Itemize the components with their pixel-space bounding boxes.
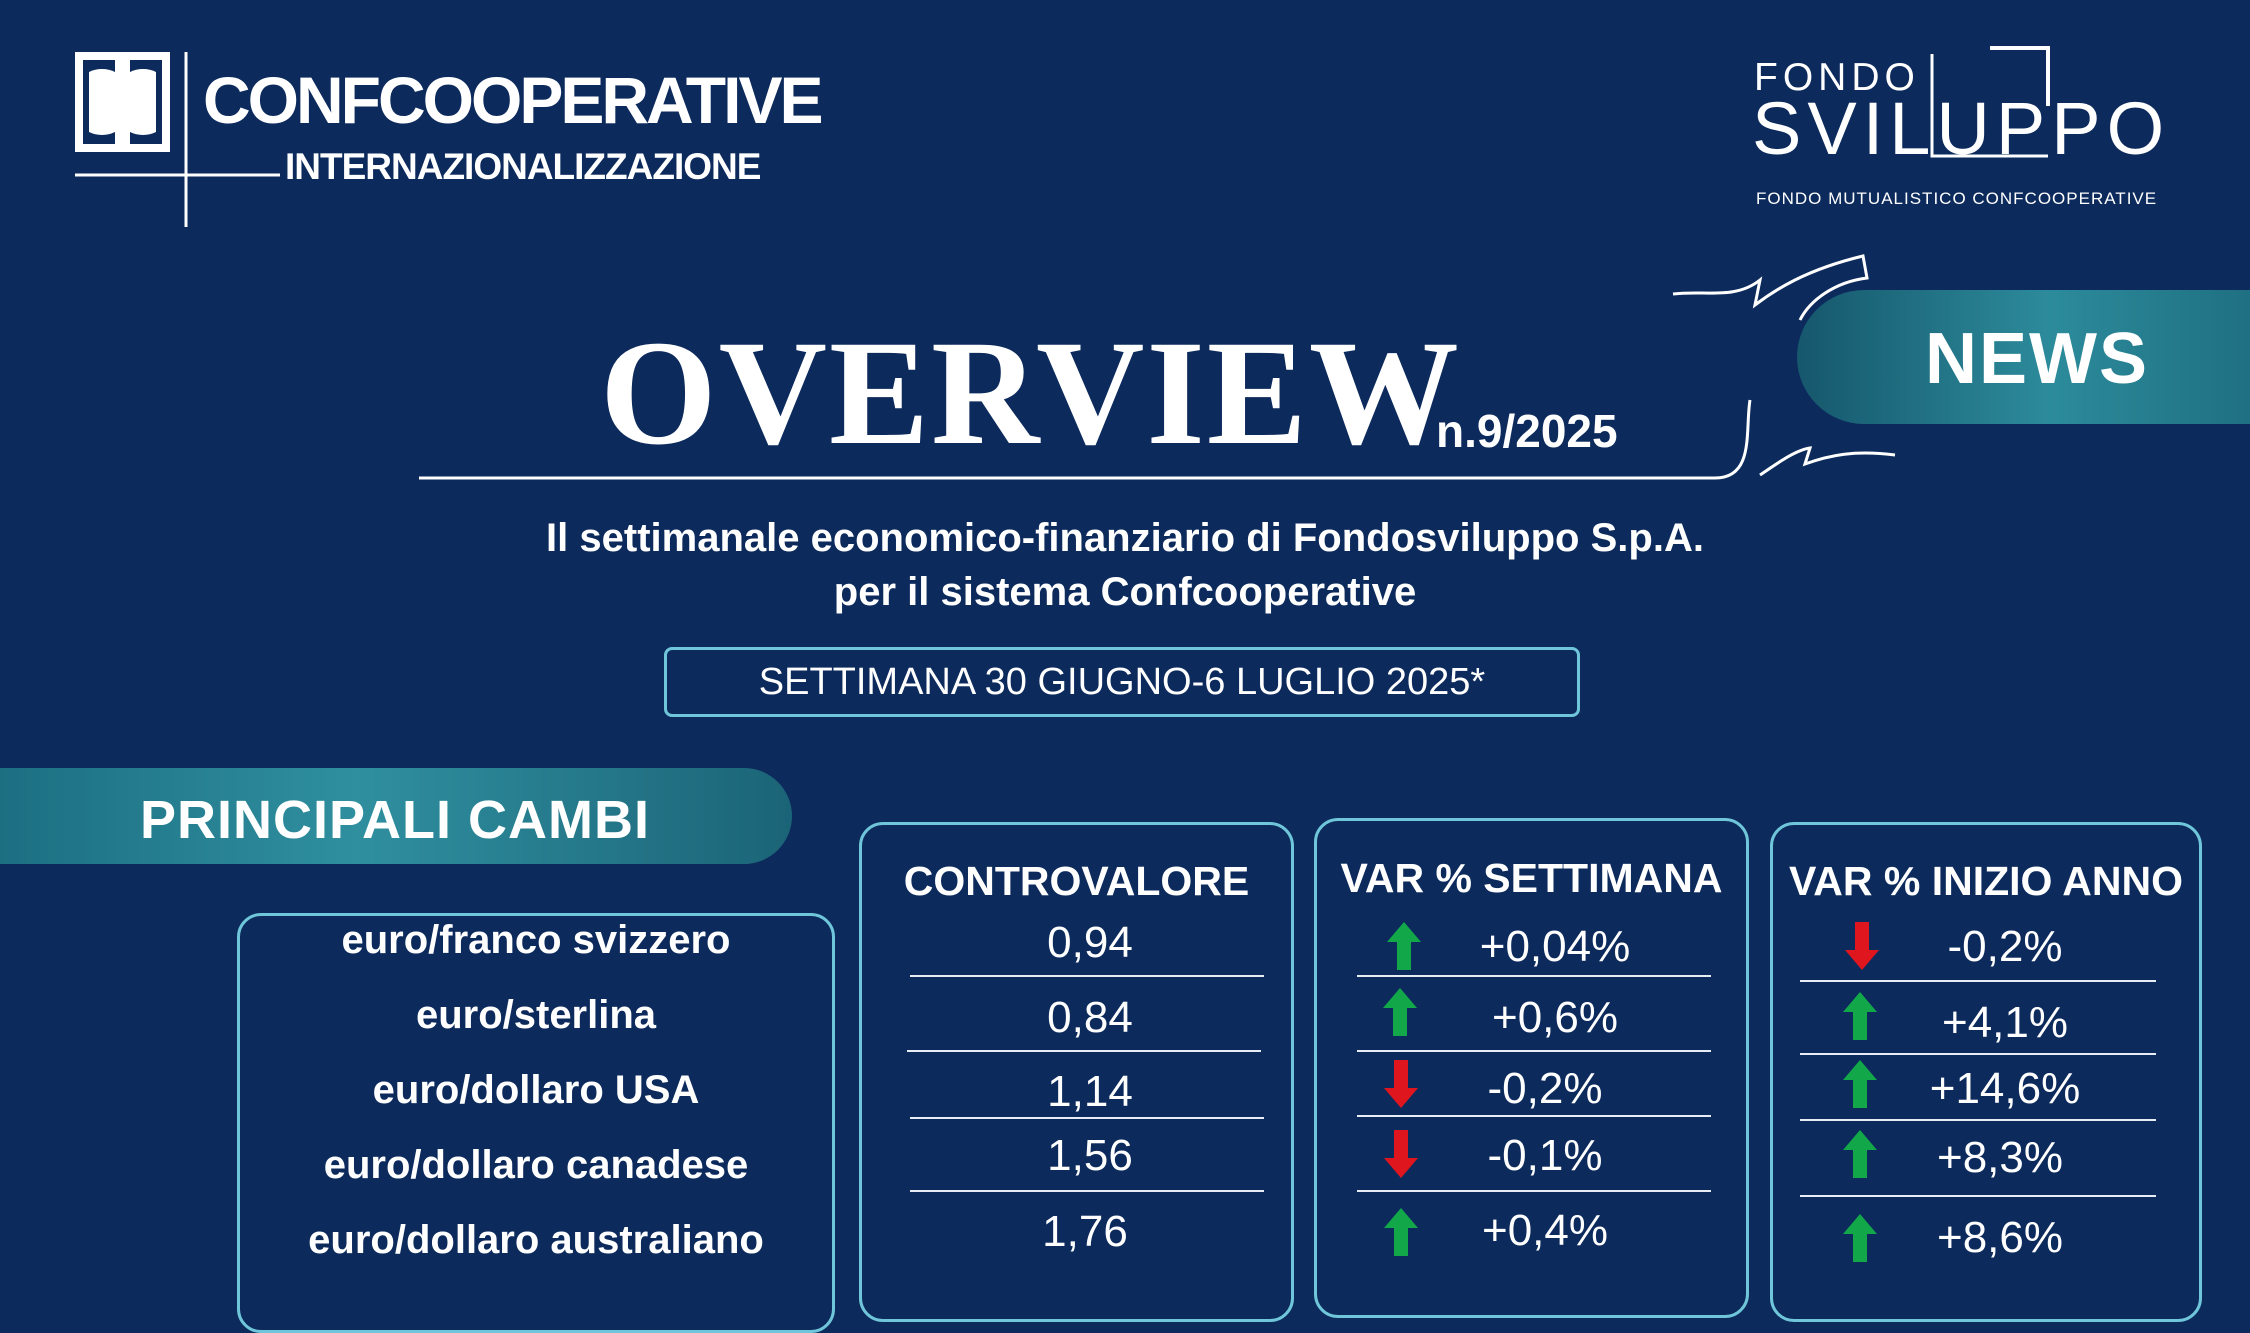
controvalore-value: 0,94 (1047, 918, 1133, 967)
arrow-down-icon (1845, 922, 1879, 970)
arrow-down-icon (1384, 1060, 1418, 1108)
confcooperative-title: CONFCOOPERATIVE (203, 63, 823, 137)
row-divider (1800, 1119, 2156, 1121)
row-divider (1800, 980, 2156, 982)
fondosviluppo-logo-frame (1930, 46, 2050, 158)
ytd-change-value: +8,6% (1937, 1213, 2063, 1262)
fondosviluppo-sviluppo-label: SVILUPPO (1752, 87, 2171, 170)
row-divider (910, 1117, 1264, 1119)
week-change-value: +0,04% (1479, 922, 1631, 971)
row-divider (907, 1050, 1261, 1052)
currency-pair-label: euro/sterlina (415, 993, 657, 1037)
arrow-up-icon (1843, 1060, 1877, 1108)
controvalore-value: 0,84 (1047, 993, 1133, 1042)
arrow-up-icon (1843, 1130, 1877, 1178)
week-change-value: +0,4% (1482, 1206, 1608, 1255)
week-change-value: +0,6% (1492, 993, 1618, 1042)
ytd-change-value: +8,3% (1937, 1133, 2063, 1182)
arrow-up-icon (1383, 988, 1417, 1036)
row-divider (1357, 1050, 1711, 1052)
currency-pair-label: euro/dollaro australiano (308, 1218, 764, 1262)
row-divider (1357, 1115, 1711, 1117)
column-header-controvalore: CONTROVALORE (903, 858, 1250, 904)
week-change-value: -0,2% (1487, 1064, 1603, 1113)
currency-pair-label: euro/dollaro canadese (323, 1143, 749, 1187)
subtitle-line-2: per il sistema Confcooperative (833, 570, 1417, 614)
arrow-up-icon (1387, 922, 1421, 970)
page-title: OVERVIEW (600, 310, 1461, 476)
row-divider (1357, 1190, 1711, 1192)
row-divider (1800, 1195, 2156, 1197)
controvalore-value: 1,14 (1047, 1067, 1133, 1116)
currency-pair-label: euro/franco svizzero (341, 918, 731, 962)
controvalore-value: 1,76 (1042, 1207, 1128, 1256)
column-header-ytd-change: VAR % INIZIO ANNO (1788, 858, 2184, 904)
confcooperative-logo-lines (75, 52, 280, 227)
arrow-up-icon (1843, 992, 1877, 1040)
section-label-background (0, 768, 792, 864)
row-divider (1357, 975, 1711, 977)
confcooperative-subtitle: INTERNAZIONALIZZAZIONE (285, 146, 761, 187)
ytd-change-value: -0,2% (1947, 922, 2063, 971)
section-label: PRINCIPALI CAMBI (140, 790, 650, 850)
column-header-week-change: VAR % SETTIMANA (1340, 855, 1723, 901)
row-divider (1800, 1053, 2156, 1055)
ytd-change-value: +4,1% (1942, 998, 2068, 1047)
title-decoration-swoosh (419, 254, 1896, 480)
fondosviluppo-fondo-label: FONDO (1754, 56, 1920, 99)
currency-pair-label: euro/dollaro USA (372, 1068, 700, 1112)
fondosviluppo-tagline: FONDO MUTUALISTICO CONFCOOPERATIVE (1756, 189, 2158, 208)
subtitle-line-1: Il settimanale economico-finanziario di … (546, 516, 1704, 560)
arrow-up-icon (1384, 1208, 1418, 1256)
week-range-box: SETTIMANA 30 GIUGNO-6 LUGLIO 2025* (664, 647, 1580, 717)
confcooperative-logo-mark (75, 52, 170, 152)
arrow-down-icon (1384, 1130, 1418, 1178)
row-divider (910, 1190, 1264, 1192)
issue-number: n.9/2025 (1436, 405, 1618, 457)
currency-pair-box (237, 913, 835, 1333)
week-change-value: -0,1% (1487, 1131, 1603, 1180)
news-badge-background (1797, 290, 2250, 424)
row-divider (910, 975, 1264, 977)
controvalore-value: 1,56 (1047, 1131, 1133, 1180)
news-badge-label: NEWS (1925, 319, 2149, 399)
arrow-up-icon (1843, 1214, 1877, 1262)
ytd-change-value: +14,6% (1929, 1064, 2081, 1113)
